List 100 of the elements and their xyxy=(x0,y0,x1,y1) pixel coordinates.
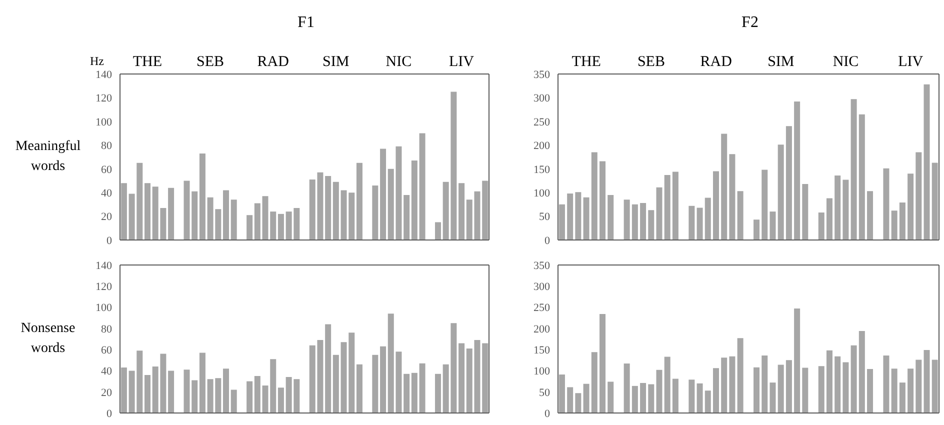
bar xyxy=(883,355,890,413)
bar xyxy=(230,390,237,413)
y-tick-label: 100 xyxy=(534,366,550,378)
bar xyxy=(168,370,174,413)
x-tick-label: NIC xyxy=(386,54,412,70)
bar xyxy=(278,388,284,413)
y-tick-label: 100 xyxy=(96,302,112,314)
y-tick-label: 200 xyxy=(534,323,550,336)
y-tick-label: 60 xyxy=(101,164,112,176)
bar xyxy=(144,183,150,240)
bar xyxy=(246,215,253,240)
bar xyxy=(332,182,339,240)
x-tick-label: SIM xyxy=(768,54,794,70)
bar xyxy=(826,350,832,413)
y-tick-label: 350 xyxy=(534,68,550,81)
bar xyxy=(575,192,582,240)
bar xyxy=(916,360,922,413)
bar xyxy=(908,368,914,413)
y-tick-label: 0 xyxy=(106,408,112,420)
bar xyxy=(254,203,260,240)
bar xyxy=(380,148,386,240)
bar xyxy=(278,214,284,240)
bar xyxy=(664,356,670,413)
bar xyxy=(648,210,654,240)
bar xyxy=(924,350,930,413)
bar xyxy=(632,386,638,413)
bar xyxy=(254,376,260,413)
bar xyxy=(786,126,792,240)
bar xyxy=(729,154,736,240)
bar xyxy=(850,345,857,413)
y-tick-label: 140 xyxy=(96,260,112,272)
bar xyxy=(704,198,711,240)
y-tick-label: 50 xyxy=(539,211,550,224)
text: Hz xyxy=(89,54,104,69)
x-tick-label: LIV xyxy=(898,54,924,70)
y-axis-title: Nonsense words xyxy=(20,320,76,358)
bar xyxy=(558,204,565,240)
bar xyxy=(721,358,728,413)
bar xyxy=(672,378,678,413)
bar xyxy=(419,133,426,240)
bar xyxy=(144,374,150,413)
bar xyxy=(762,170,768,240)
y-axis-title: Meaningful words xyxy=(14,138,82,176)
bar xyxy=(246,381,253,413)
y-tick-label: 250 xyxy=(534,302,550,314)
x-tick-label: SEB xyxy=(637,54,665,70)
bar xyxy=(794,102,800,240)
y-tick-label: 250 xyxy=(534,116,550,128)
y-tick-label: 0 xyxy=(106,234,112,247)
bar xyxy=(867,191,874,240)
x-tick-label: THE xyxy=(572,54,601,70)
chart-title: F1 xyxy=(296,14,316,32)
y-tick-label: 60 xyxy=(101,344,112,356)
bar xyxy=(916,152,922,240)
bar xyxy=(891,210,898,240)
bar xyxy=(834,356,841,413)
bar xyxy=(688,380,695,413)
bar xyxy=(908,174,914,240)
bar xyxy=(737,338,744,413)
bar xyxy=(325,324,332,413)
bar xyxy=(325,176,332,240)
bar xyxy=(762,355,768,413)
bar xyxy=(778,144,784,240)
bar xyxy=(924,84,930,240)
bar xyxy=(230,200,237,240)
bar xyxy=(372,354,378,413)
bar xyxy=(802,184,808,240)
x-tick-label: LIV xyxy=(449,54,474,70)
y-tick-label: 80 xyxy=(101,323,112,336)
bar xyxy=(704,390,711,413)
bar xyxy=(223,368,230,413)
x-tick-label: SEB xyxy=(196,54,224,70)
bar xyxy=(867,369,874,413)
bar xyxy=(372,185,378,240)
y-tick-label: 40 xyxy=(101,187,112,200)
bar xyxy=(737,191,744,240)
chart-title: F2 xyxy=(740,14,760,32)
bar xyxy=(712,368,719,413)
y-tick-label: 300 xyxy=(534,281,550,294)
bar xyxy=(858,114,865,240)
bar xyxy=(899,202,906,240)
bar xyxy=(932,360,938,413)
bar xyxy=(818,212,824,240)
bar xyxy=(482,343,488,413)
bar xyxy=(842,362,849,413)
bar xyxy=(712,171,719,240)
bar xyxy=(608,382,614,413)
bar xyxy=(786,360,792,413)
bar xyxy=(754,220,760,240)
bar xyxy=(380,346,386,413)
bar xyxy=(778,364,784,413)
bar xyxy=(632,204,638,240)
bar xyxy=(411,372,418,413)
bar xyxy=(168,188,174,240)
bar xyxy=(404,194,410,240)
bar xyxy=(794,308,800,413)
bar xyxy=(721,134,728,240)
y-tick-label: 120 xyxy=(96,92,112,105)
bar xyxy=(575,393,582,413)
bar xyxy=(583,384,590,413)
